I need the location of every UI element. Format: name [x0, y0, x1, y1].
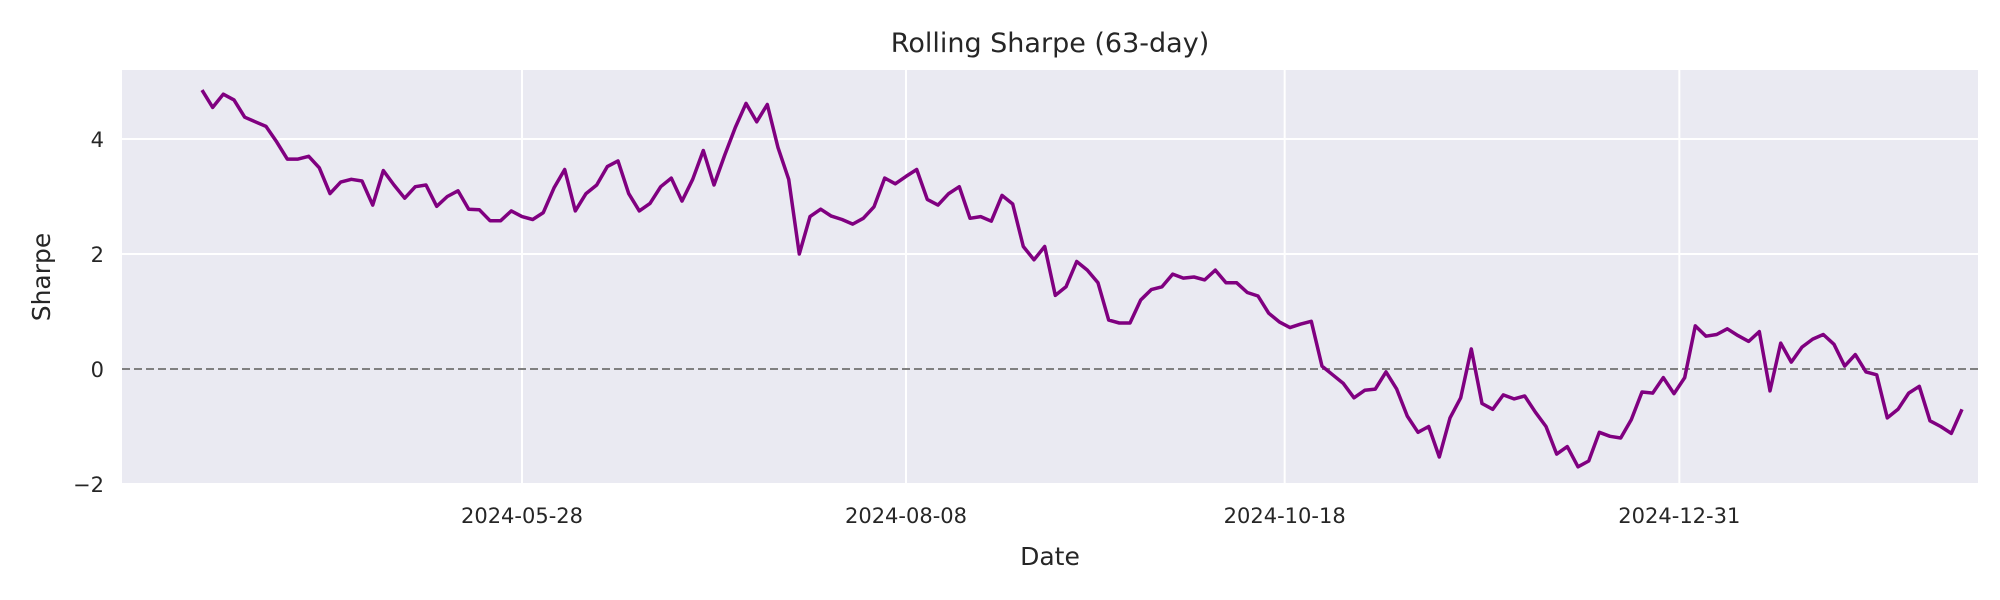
y-tick-labels: −2 0 2 4: [73, 128, 104, 497]
x-tick-label: 2024-12-31: [1618, 504, 1740, 528]
y-tick-label: 4: [91, 128, 104, 152]
x-tick-labels: 2024-05-28 2024-08-08 2024-10-18 2024-12-31: [461, 504, 1740, 528]
y-gridlines: [122, 138, 1978, 485]
chart-title: Rolling Sharpe (63-day): [891, 28, 1209, 59]
x-tick-label: 2024-05-28: [461, 504, 583, 528]
sharpe-series-line: [200, 89, 1964, 469]
y-tick-label: 0: [91, 358, 104, 382]
x-axis-title: Date: [1020, 542, 1080, 571]
x-tick-label: 2024-08-08: [845, 504, 967, 528]
y-tick-label: −2: [73, 473, 104, 497]
y-tick-label: 2: [91, 243, 104, 267]
y-axis-title: Sharpe: [27, 233, 56, 322]
x-tick-label: 2024-10-18: [1224, 504, 1346, 528]
